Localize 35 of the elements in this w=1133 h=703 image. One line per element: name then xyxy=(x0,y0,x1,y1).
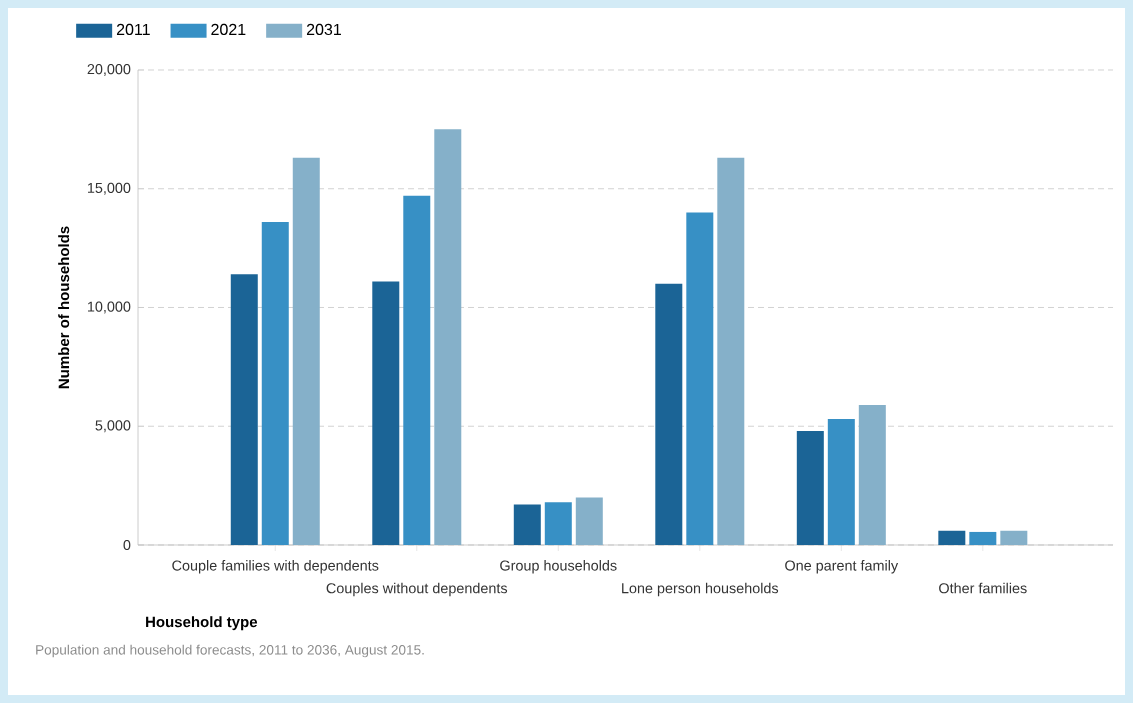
x-tick-label: Lone person households xyxy=(622,582,779,597)
x-tick-label: Couples without dependents xyxy=(326,582,508,597)
bar xyxy=(230,274,258,545)
bar xyxy=(403,195,431,545)
y-tick-label: 20,000 xyxy=(87,64,131,76)
bar xyxy=(513,504,541,545)
bar xyxy=(938,530,966,545)
bar xyxy=(292,157,320,545)
bar xyxy=(372,281,400,545)
y-tick-label: 10,000 xyxy=(88,301,131,314)
y-tick-label: 0 xyxy=(123,539,131,551)
bar xyxy=(969,531,997,545)
bar xyxy=(858,404,886,545)
x-tick-label: Couple families with dependents xyxy=(172,560,379,574)
bar xyxy=(261,222,289,545)
x-tick-label: Other families xyxy=(939,582,1027,594)
text: Population and household forecasts, 2011 to 2036, August 2015. xyxy=(36,644,424,658)
bar xyxy=(796,431,824,545)
legend-label: 2031 xyxy=(306,23,341,36)
bar xyxy=(827,419,855,545)
legend-label: 2011 xyxy=(116,23,150,36)
y-tick-label: 15,000 xyxy=(88,182,131,195)
y-tick-label: 5,000 xyxy=(95,420,131,433)
bar xyxy=(717,157,745,545)
bar xyxy=(655,283,683,545)
x-tick-label: Group households xyxy=(500,560,617,574)
bar xyxy=(686,212,714,545)
x-tick-label: One parent family xyxy=(785,560,899,574)
legend-label: 2021 xyxy=(211,23,246,36)
bar xyxy=(575,497,603,545)
bar xyxy=(434,129,462,545)
bar xyxy=(544,502,572,545)
bar xyxy=(1000,530,1028,545)
x-axis-title: Household type xyxy=(146,616,258,631)
y-axis-title: Number of households xyxy=(58,226,70,389)
